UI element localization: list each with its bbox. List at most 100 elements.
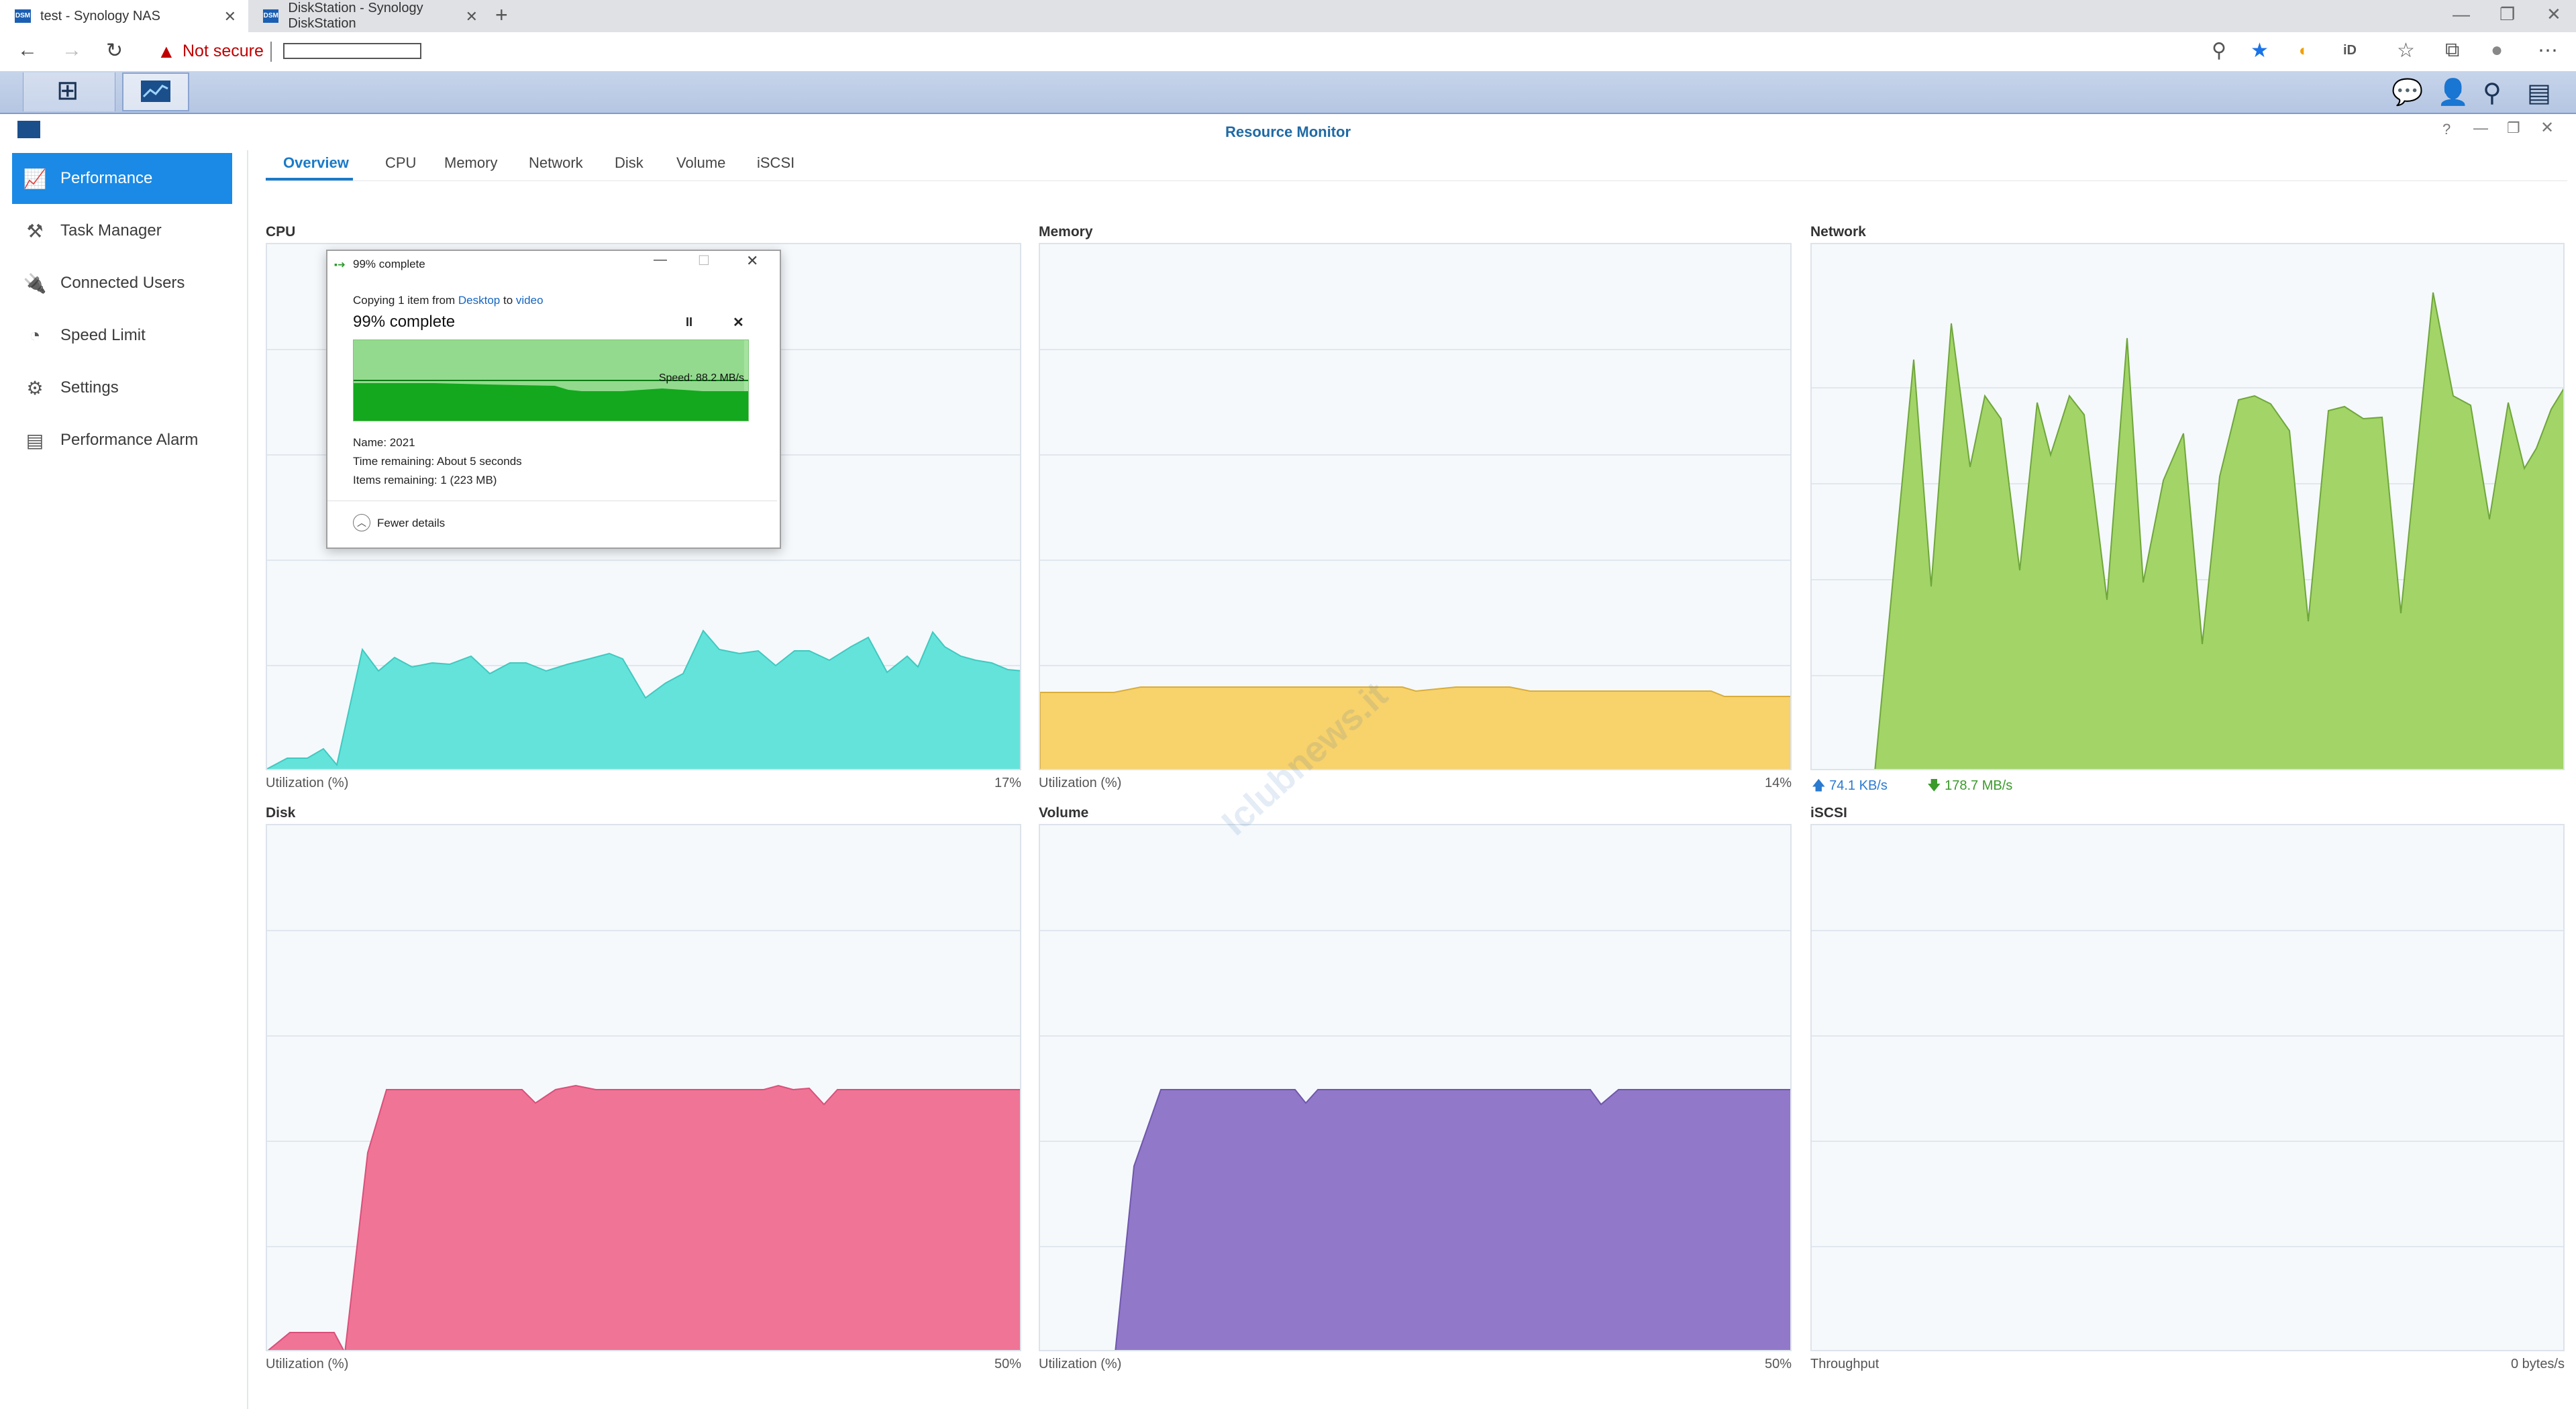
volume-value: 50% xyxy=(1764,1357,1792,1371)
dialog-close-icon[interactable]: ✕ xyxy=(746,252,759,269)
resource-monitor-task-button[interactable] xyxy=(122,72,189,111)
more-menu-icon[interactable]: ⋯ xyxy=(2538,40,2558,62)
download-arrow-icon: 🡇 xyxy=(1927,778,1941,793)
search-icon[interactable]: ⚲ xyxy=(2483,79,2502,107)
id-extension-icon[interactable]: iD xyxy=(2343,43,2357,58)
disk-panel-title: Disk xyxy=(266,805,296,821)
sidebar-item-performance-alarm[interactable]: ▤ Performance Alarm xyxy=(12,415,232,466)
dsm-favicon-icon: DSM xyxy=(15,9,31,23)
not-secure-label[interactable]: Not secure xyxy=(183,42,264,60)
tab-memory[interactable]: Memory xyxy=(444,154,498,171)
active-tab-indicator xyxy=(266,178,353,180)
sidebar-item-task-manager[interactable]: ⚒ Task Manager xyxy=(12,205,232,256)
dialog-minimize-icon[interactable]: — xyxy=(654,252,667,267)
plug-icon: 🔌 xyxy=(23,272,47,294)
main-menu-button[interactable] xyxy=(23,72,115,111)
dialog-title: 99% complete xyxy=(353,258,425,270)
maximize-icon[interactable]: ❐ xyxy=(2507,119,2520,136)
back-icon[interactable]: ← xyxy=(17,39,38,61)
favorites-list-icon[interactable]: ☆ xyxy=(2397,40,2415,62)
forward-icon[interactable]: → xyxy=(62,39,82,61)
memory-panel-title: Memory xyxy=(1039,224,1093,240)
restore-window-icon[interactable]: ❐ xyxy=(2500,4,2516,24)
window-title-bar xyxy=(0,114,2576,150)
sidebar-item-label: Task Manager xyxy=(60,221,162,240)
volume-utilization-area xyxy=(1115,1089,1790,1350)
copy-to-word: to xyxy=(503,294,513,307)
user-icon[interactable]: 👤 xyxy=(2437,79,2469,107)
dialog-maximize-icon[interactable]: ☐ xyxy=(698,254,710,268)
sidebar-item-label: Performance Alarm xyxy=(60,431,199,449)
help-icon[interactable]: ? xyxy=(2442,121,2451,138)
notifications-icon[interactable]: 💬 xyxy=(2391,79,2424,107)
disk-chart xyxy=(266,824,1021,1351)
disk-footer-label: Utilization (%) xyxy=(266,1357,349,1371)
profile-avatar[interactable]: ● xyxy=(2491,39,2504,61)
progress-heading: 99% complete xyxy=(353,313,456,331)
chevron-up-icon[interactable]: ︿ xyxy=(353,514,370,531)
chart-line-icon: 📈 xyxy=(23,168,47,189)
sidebar-item-label: Settings xyxy=(60,378,119,397)
address-bar xyxy=(0,32,2576,72)
widgets-icon[interactable]: ▤ xyxy=(2527,79,2551,107)
tab-disk[interactable]: Disk xyxy=(615,154,643,171)
dsm-favicon-icon: DSM xyxy=(263,9,279,23)
address-separator xyxy=(270,42,272,62)
sidebar-item-connected-users[interactable]: 🔌 Connected Users xyxy=(12,258,232,309)
iscsi-footer-label: Throughput xyxy=(1810,1357,1879,1371)
tab-overview[interactable]: Overview xyxy=(283,154,349,171)
upload-speed-value: 74.1 KB/s xyxy=(1829,778,1888,793)
tab-network[interactable]: Network xyxy=(529,154,583,171)
cpu-panel-title: CPU xyxy=(266,224,296,240)
cpu-utilization-area xyxy=(267,629,1020,769)
sidebar-item-speed-limit[interactable]: ◔ Speed Limit xyxy=(12,310,232,361)
close-tab-icon[interactable]: ✕ xyxy=(223,8,236,25)
close-icon[interactable]: ✕ xyxy=(2540,119,2555,137)
pause-icon[interactable]: II xyxy=(686,315,693,329)
file-name: Name: 2021 xyxy=(353,436,415,449)
favorite-star-icon[interactable]: ★ xyxy=(2251,40,2269,62)
disk-area-chart xyxy=(267,930,1020,1350)
minimize-icon[interactable]: — xyxy=(2473,119,2488,136)
disk-utilization-area xyxy=(267,1084,1020,1350)
browser-tab-label: DiskStation - Synology DiskStation xyxy=(288,1,423,31)
network-throughput-area xyxy=(1874,292,2563,769)
iscsi-chart xyxy=(1810,824,2565,1351)
volume-chart xyxy=(1039,824,1792,1351)
sidebar-item-label: Connected Users xyxy=(60,274,185,292)
sidebar-item-performance[interactable]: 📈 Performance xyxy=(12,153,232,204)
close-tab-icon[interactable]: ✕ xyxy=(465,8,478,25)
extension-icon[interactable]: ◐ xyxy=(2299,42,2309,60)
source-link[interactable]: Desktop xyxy=(458,294,501,307)
iscsi-value: 0 bytes/s xyxy=(2510,1357,2565,1371)
close-window-icon[interactable]: ✕ xyxy=(2546,4,2561,24)
memory-chart xyxy=(1039,243,1792,770)
url-field[interactable] xyxy=(283,43,421,59)
sidebar-item-settings[interactable]: ⚙ Settings xyxy=(12,362,232,413)
warning-icon: ▲ xyxy=(157,41,176,62)
resource-monitor-app-icon xyxy=(141,81,170,102)
reload-icon[interactable]: ↻ xyxy=(106,40,123,62)
speed-label: Speed: 88.2 MB/s xyxy=(658,372,744,384)
minimize-window-icon[interactable]: — xyxy=(2453,4,2470,24)
collections-icon[interactable]: ⧉ xyxy=(2445,39,2460,61)
network-panel-title: Network xyxy=(1810,224,1866,240)
cpu-value: 17% xyxy=(994,776,1021,790)
new-tab-button[interactable]: + xyxy=(495,3,508,27)
time-remaining: Time remaining: About 5 seconds xyxy=(353,455,522,468)
transfer-speed-graph: Speed: 88.2 MB/s xyxy=(353,340,749,421)
tab-volume[interactable]: Volume xyxy=(676,154,726,171)
browser-tab-active[interactable]: DSM test - Synology NAS ✕ xyxy=(0,0,248,32)
sidebar xyxy=(0,150,248,1409)
search-icon[interactable]: ⚲ xyxy=(2212,40,2226,62)
tab-iscsi[interactable]: iSCSI xyxy=(757,154,795,171)
destination-link[interactable]: video xyxy=(515,294,544,307)
browser-tab-label: test - Synology NAS xyxy=(40,8,160,23)
items-remaining: Items remaining: 1 (223 MB) xyxy=(353,474,497,486)
browser-tab[interactable]: DSM DiskStation - Synology DiskStation ✕ xyxy=(248,0,490,32)
download-speed-value: 178.7 MB/s xyxy=(1945,778,2013,793)
fewer-details-button[interactable]: Fewer details xyxy=(377,517,446,529)
cancel-copy-icon[interactable]: ✕ xyxy=(733,315,744,330)
tab-cpu[interactable]: CPU xyxy=(385,154,417,171)
memory-value: 14% xyxy=(1764,776,1792,790)
